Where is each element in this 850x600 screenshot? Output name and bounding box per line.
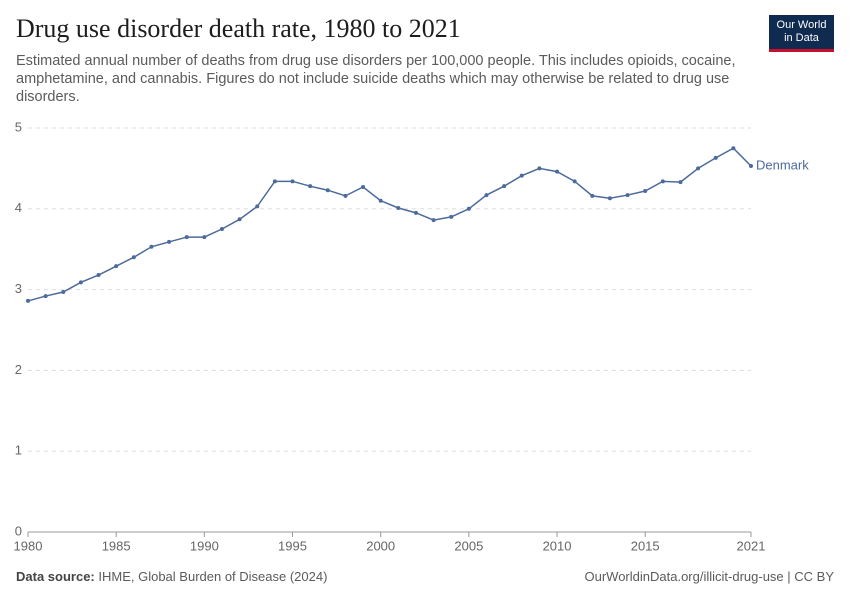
point (308, 184, 313, 189)
point (343, 193, 348, 198)
x-tick-label: 1995 (278, 538, 307, 553)
y-tick-label: 2 (15, 362, 22, 377)
point (749, 163, 753, 168)
point (26, 298, 30, 303)
point (43, 294, 48, 299)
source-label: Data source: (16, 569, 95, 584)
series-label: Denmark (756, 157, 809, 172)
source: IHME, Global Burden of Disease (2024) (98, 569, 328, 584)
y-tick-label: 0 (15, 523, 22, 538)
series-line (27, 147, 752, 302)
point (519, 173, 524, 178)
logo[interactable]: Our World in Data (769, 15, 834, 52)
point (590, 193, 595, 198)
x-tick-label: 2005 (454, 538, 483, 553)
point (96, 273, 101, 278)
point (537, 166, 542, 171)
point (272, 179, 277, 184)
point (255, 204, 260, 209)
logo-text: Our World (776, 19, 827, 31)
point (431, 218, 436, 223)
point (678, 180, 683, 185)
point (378, 198, 383, 203)
x-tick-label: 2021 (737, 538, 766, 553)
point (131, 255, 136, 260)
y-tick-label: 1 (15, 443, 22, 458)
footer-credit[interactable]: OurWorldinData.org/illicit-drug-use | CC… (584, 569, 835, 584)
point (572, 179, 577, 184)
point (466, 206, 471, 211)
point (184, 235, 189, 240)
point (219, 227, 224, 231)
x-tick-label: 2010 (543, 538, 572, 553)
point (625, 193, 630, 198)
point (114, 264, 119, 269)
logo-text: in Data (784, 32, 819, 44)
x-tick-label: 1980 (14, 538, 43, 553)
point (696, 166, 701, 171)
x-tick-label: 1985 (102, 538, 131, 553)
x-tick-label: 2000 (366, 538, 395, 553)
point (202, 235, 207, 240)
y-tick-label: 5 (15, 119, 22, 134)
x-tick-label: 1990 (190, 538, 219, 553)
point (396, 205, 401, 210)
point (713, 155, 718, 160)
point (502, 184, 507, 189)
point (484, 193, 489, 198)
point (660, 179, 665, 184)
point (290, 179, 295, 184)
point (731, 146, 736, 151)
point (78, 280, 83, 285)
footer-source: Data source: IHME, Global Burden of Dise… (16, 569, 327, 584)
point (361, 184, 366, 189)
point (643, 189, 648, 194)
y-tick-label: 3 (15, 281, 22, 296)
point (449, 214, 454, 219)
point (167, 239, 172, 244)
point (607, 196, 612, 201)
point (413, 210, 418, 215)
point (555, 169, 560, 174)
chart-title: Drug use disorder death rate, 1980 to 20… (16, 14, 461, 43)
point (61, 290, 66, 295)
x-tick-label: 2015 (631, 538, 660, 553)
chart-subtitle: Estimated annual number of deaths from d… (16, 53, 736, 105)
point (149, 244, 154, 249)
point (325, 188, 330, 193)
point (237, 217, 242, 222)
y-tick-label: 4 (15, 200, 22, 215)
